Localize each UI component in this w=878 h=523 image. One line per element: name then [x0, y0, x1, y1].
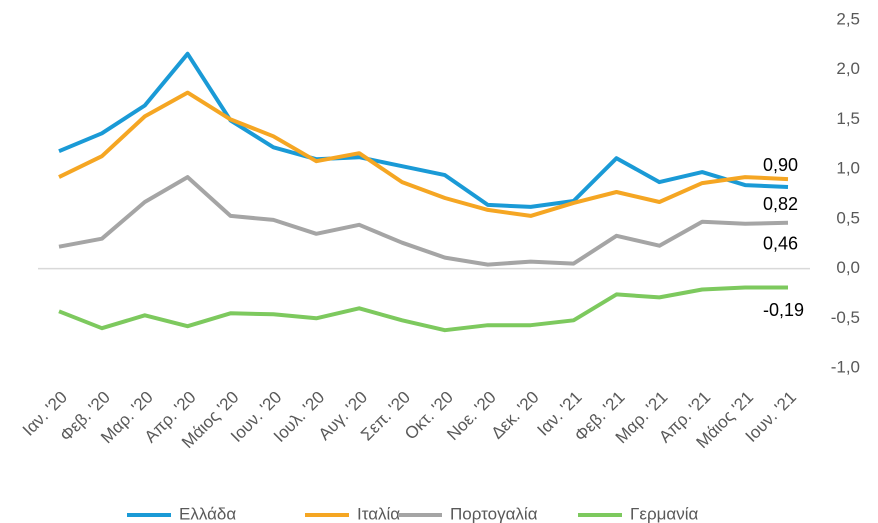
legend-item: Ελλάδα — [127, 504, 236, 523]
data-label: -0,19 — [763, 300, 804, 320]
legend-label: Ιταλία — [357, 504, 400, 523]
legend-item: Ιταλία — [305, 504, 400, 523]
series-line — [58, 90, 789, 218]
data-label: 0,82 — [763, 194, 798, 214]
legend-label: Πορτογαλία — [450, 504, 538, 523]
y-tick-label: 1,5 — [836, 109, 860, 128]
series-line — [58, 175, 789, 267]
legend-item: Γερμανία — [578, 504, 699, 523]
y-tick-label: 2,5 — [836, 9, 860, 28]
legend-item: Πορτογαλία — [398, 504, 538, 523]
data-label: 0,46 — [763, 234, 798, 254]
y-tick-label: 0,5 — [836, 208, 860, 227]
y-tick-label: -0,5 — [831, 308, 860, 327]
series-line — [58, 51, 789, 209]
y-tick-label: 0,0 — [836, 258, 860, 277]
legend-label: Ελλάδα — [179, 504, 236, 523]
y-tick-label: 1,0 — [836, 159, 860, 178]
legend-label: Γερμανία — [630, 504, 699, 523]
series-line — [58, 285, 788, 333]
y-tick-label: -1,0 — [831, 357, 860, 376]
x-tick-label: Δεκ. '20 — [488, 388, 543, 443]
y-tick-label: 2,0 — [836, 59, 860, 78]
data-label: 0,90 — [763, 155, 798, 175]
